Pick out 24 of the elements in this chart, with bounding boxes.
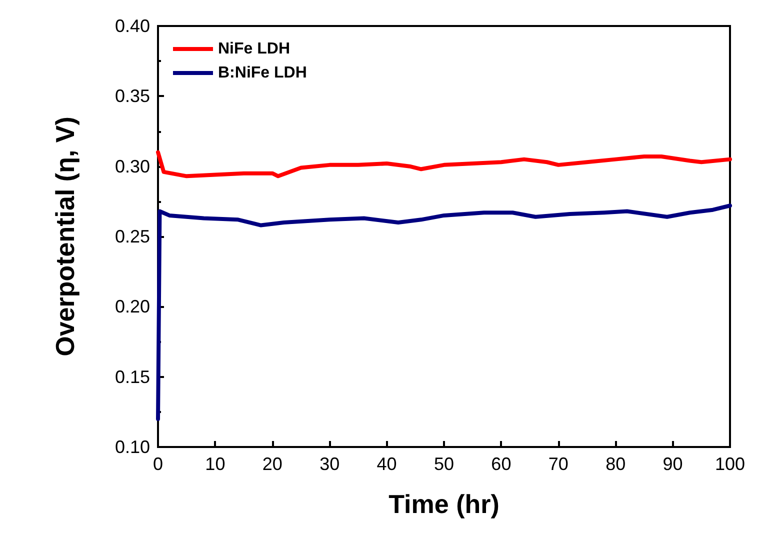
x-tick-label: 100: [714, 454, 746, 474]
y-tick-label: 0.35: [114, 86, 150, 106]
y-tick-label: 0.15: [114, 366, 150, 387]
y-tick-label: 0.10: [114, 437, 150, 457]
x-tick-label: 70: [548, 454, 568, 474]
x-tick-label: 90: [662, 454, 683, 474]
x-tick-label: 60: [491, 454, 512, 474]
y-tick-label: 0.40: [114, 16, 150, 36]
x-tick-label: 20: [262, 454, 282, 474]
y-tick-label: 0.20: [114, 296, 150, 317]
x-tick-label: 80: [606, 454, 626, 474]
x-tick-label: 50: [434, 454, 454, 474]
line-series: [156, 204, 732, 421]
y-tick-label: 0.25: [114, 226, 150, 246]
x-tick-label: 10: [205, 454, 226, 474]
legend-label: B:NiFe LDH: [218, 64, 307, 82]
x-axis-title: Time (hr): [388, 489, 500, 519]
line-series: [156, 150, 732, 178]
y-axis-title: Overpotential (η, V): [50, 116, 80, 356]
legend-label: NiFe LDH: [218, 40, 290, 58]
x-tick-label: 40: [376, 454, 397, 474]
x-tick-label: 30: [320, 454, 340, 474]
x-tick-label: 0: [152, 454, 164, 474]
y-tick-label: 0.30: [114, 156, 150, 176]
